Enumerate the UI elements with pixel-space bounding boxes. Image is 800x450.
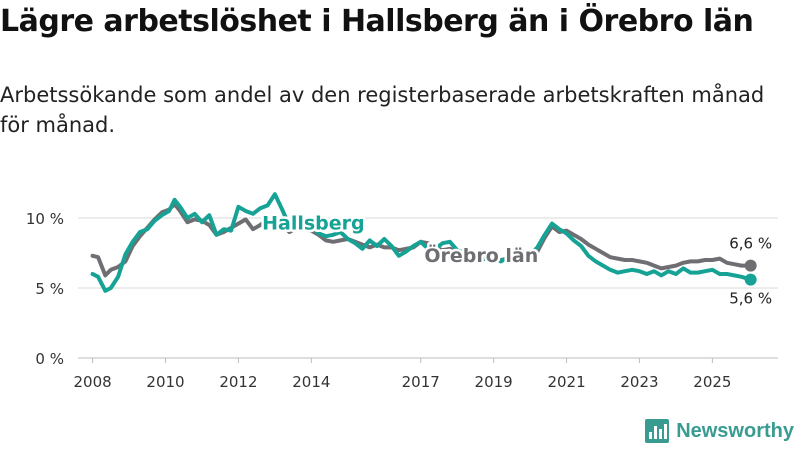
x-axis: 2008 2010 2012 2014 2017 2019 2021 2023 2025 [73,358,731,391]
end-marker [744,273,757,286]
series-hallsberg [90,192,757,293]
end-marker [744,259,757,272]
brand-name: Newsworthy [676,419,794,442]
chart-subtitle: Arbetssökande som andel av den registerb… [0,83,765,137]
y-tick-label: 10 % [26,210,64,228]
end-value-label-hallsberg: 5,6 % [729,290,772,308]
x-tick-label: 2021 [547,373,585,391]
x-tick-label: 2008 [73,373,111,391]
x-tick-label: 2012 [219,373,257,391]
x-tick-label: 2017 [402,373,440,391]
x-tick-label: 2019 [475,373,513,391]
x-tick-label: 2010 [146,373,184,391]
newsworthy-logo: Newsworthy [645,419,794,443]
y-tick-label: 5 % [35,280,64,298]
x-tick-label: 2025 [693,373,731,391]
series-line [90,192,753,293]
x-tick-label: 2014 [292,373,330,391]
end-value-label-orebro: 6,6 % [729,235,772,253]
chart-title: Lägre arbetslöshet i Hallsberg än i Öreb… [0,4,754,39]
bar-chart-logo-icon [645,419,670,443]
x-tick-label: 2023 [620,373,658,391]
series-layer [90,192,757,293]
series-label-orebro: Örebro län [424,243,538,267]
label-layer: 6,6 % 5,6 % Hallsberg Örebro län [260,210,772,308]
series-label-hallsberg: Hallsberg [262,213,365,235]
y-tick-label: 0 % [35,350,64,368]
grid-layer: 0 % 5 % 10 % [26,210,778,368]
